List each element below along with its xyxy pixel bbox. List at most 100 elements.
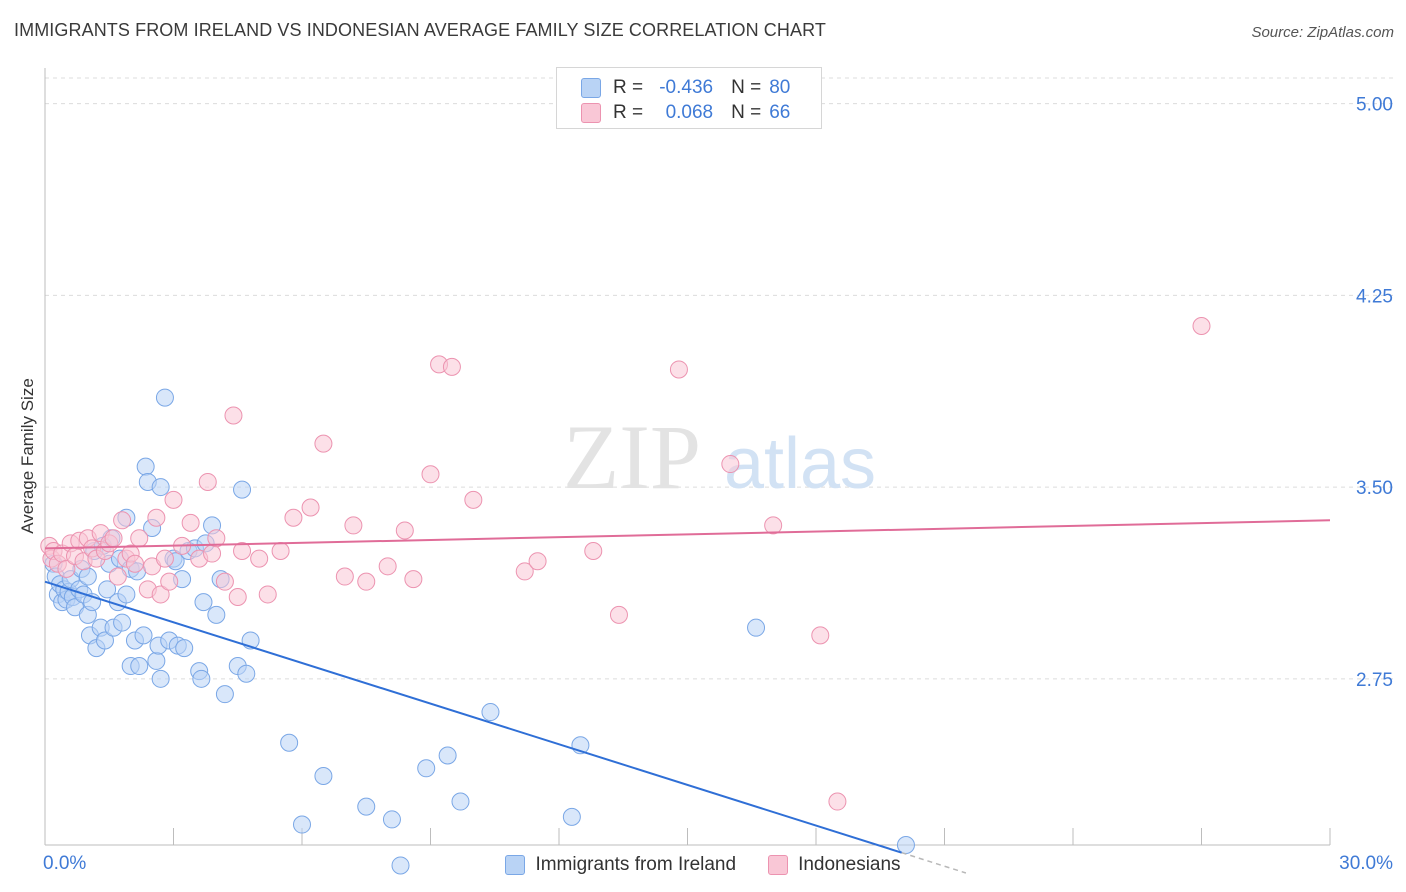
data-point-indonesians xyxy=(125,554,144,573)
data-point-indonesians xyxy=(764,516,783,535)
data-point-indonesians xyxy=(378,557,397,576)
legend-swatch-blue xyxy=(581,78,601,98)
data-point-indonesians xyxy=(584,541,603,560)
chart-title: IMMIGRANTS FROM IRELAND VS INDONESIAN AV… xyxy=(14,20,826,40)
data-point-indonesians xyxy=(113,511,132,530)
y-tick-label: 4.25 xyxy=(1356,286,1393,307)
data-point-ireland xyxy=(481,703,500,722)
data-point-ireland xyxy=(357,797,376,816)
data-point-ireland xyxy=(175,639,194,658)
legend-row-indonesians: R = 0.068 N = 66 xyxy=(581,101,805,125)
series-legend: Immigrants from Ireland Indonesians xyxy=(0,852,1406,878)
data-point-indonesians xyxy=(421,465,440,484)
data-point-ireland xyxy=(113,613,132,632)
data-point-ireland xyxy=(280,733,299,752)
y-tick-label: 5.00 xyxy=(1356,95,1393,116)
data-point-indonesians xyxy=(464,490,483,509)
data-point-indonesians xyxy=(228,588,247,607)
data-point-ireland xyxy=(747,618,766,637)
data-point-indonesians xyxy=(108,567,127,586)
data-point-indonesians xyxy=(258,585,277,604)
r-label: R = xyxy=(613,77,644,98)
data-point-indonesians xyxy=(215,572,234,591)
data-point-indonesians xyxy=(669,360,688,379)
data-point-indonesians xyxy=(224,406,243,425)
data-point-ireland xyxy=(117,585,136,604)
data-point-indonesians xyxy=(151,585,170,604)
n-label: N = xyxy=(731,102,762,123)
data-point-ireland xyxy=(136,457,155,476)
data-point-ireland xyxy=(95,631,114,650)
x-tick-label: 30.0% xyxy=(1339,853,1393,874)
watermark-zip: ZIP xyxy=(563,406,701,508)
data-point-ireland xyxy=(151,478,170,497)
r-value-ireland: -0.436 xyxy=(659,77,714,98)
data-point-indonesians xyxy=(155,549,174,568)
x-tick-label: 0.0% xyxy=(43,853,86,874)
data-point-ireland xyxy=(78,567,97,586)
n-value-ireland: 80 xyxy=(769,77,791,98)
data-point-ireland xyxy=(147,651,166,670)
data-point-ireland xyxy=(151,669,170,688)
data-point-indonesians xyxy=(164,490,183,509)
trend-line-indonesians xyxy=(44,519,1331,550)
legend-swatch-pink xyxy=(581,103,601,123)
legend-swatch-pink xyxy=(768,855,789,875)
data-point-ireland xyxy=(382,810,401,829)
data-point-ireland xyxy=(314,766,333,785)
data-point-indonesians xyxy=(147,508,166,527)
legend-item-indonesians[interactable]: Indonesians xyxy=(768,854,901,876)
data-point-indonesians xyxy=(344,516,363,535)
data-point-indonesians xyxy=(528,552,547,571)
legend-item-ireland[interactable]: Immigrants from Ireland xyxy=(505,854,736,876)
data-point-indonesians xyxy=(233,541,252,560)
data-point-ireland xyxy=(293,815,311,834)
data-point-ireland xyxy=(130,657,149,676)
data-point-ireland xyxy=(215,685,234,704)
trend-line-ireland xyxy=(44,580,902,854)
data-point-indonesians xyxy=(314,434,333,453)
data-point-indonesians xyxy=(1192,316,1211,335)
r-value-indonesians: 0.068 xyxy=(665,102,714,123)
data-point-ireland xyxy=(451,792,470,811)
data-point-indonesians xyxy=(357,572,376,591)
data-point-indonesians xyxy=(104,529,123,548)
watermark: ZIP atlas xyxy=(563,406,876,508)
data-point-indonesians xyxy=(301,498,320,517)
n-label: N = xyxy=(731,77,762,98)
data-point-ireland xyxy=(391,856,410,875)
data-point-indonesians xyxy=(130,529,149,548)
data-point-ireland xyxy=(417,759,436,778)
data-point-indonesians xyxy=(828,792,847,811)
data-point-ireland xyxy=(562,807,581,826)
data-point-indonesians xyxy=(250,549,269,568)
y-tick-label: 3.50 xyxy=(1356,478,1393,499)
data-point-ireland xyxy=(438,746,457,765)
data-point-indonesians xyxy=(284,508,303,527)
watermark-atlas: atlas xyxy=(724,424,876,504)
n-value-indonesians: 66 xyxy=(769,102,791,123)
y-tick-label: 2.75 xyxy=(1356,670,1393,691)
data-point-ireland xyxy=(192,669,211,688)
data-point-indonesians xyxy=(442,357,461,376)
trend-line-ireland-extension xyxy=(901,851,967,874)
data-point-ireland xyxy=(134,626,153,645)
data-point-indonesians xyxy=(515,562,534,581)
data-point-ireland xyxy=(896,836,915,854)
legend-swatch-blue xyxy=(505,855,526,875)
data-point-indonesians xyxy=(811,626,830,645)
data-point-indonesians xyxy=(271,541,290,560)
data-point-ireland xyxy=(237,664,256,683)
tick-labels: 2.75 3.50 4.25 5.00 0.0% 30.0% xyxy=(43,95,1393,874)
data-point-ireland xyxy=(194,593,213,612)
trend-lines xyxy=(44,519,1331,874)
legend-label-indonesians: Indonesians xyxy=(798,854,901,875)
data-point-indonesians xyxy=(198,472,217,491)
series-indonesians xyxy=(40,316,1211,811)
correlation-legend: R = -0.436 N = 80 R = 0.068 N = 66 xyxy=(556,67,822,129)
data-point-indonesians xyxy=(203,544,222,563)
data-point-indonesians xyxy=(160,572,179,591)
data-point-ireland xyxy=(98,580,117,599)
data-point-indonesians xyxy=(57,559,76,578)
